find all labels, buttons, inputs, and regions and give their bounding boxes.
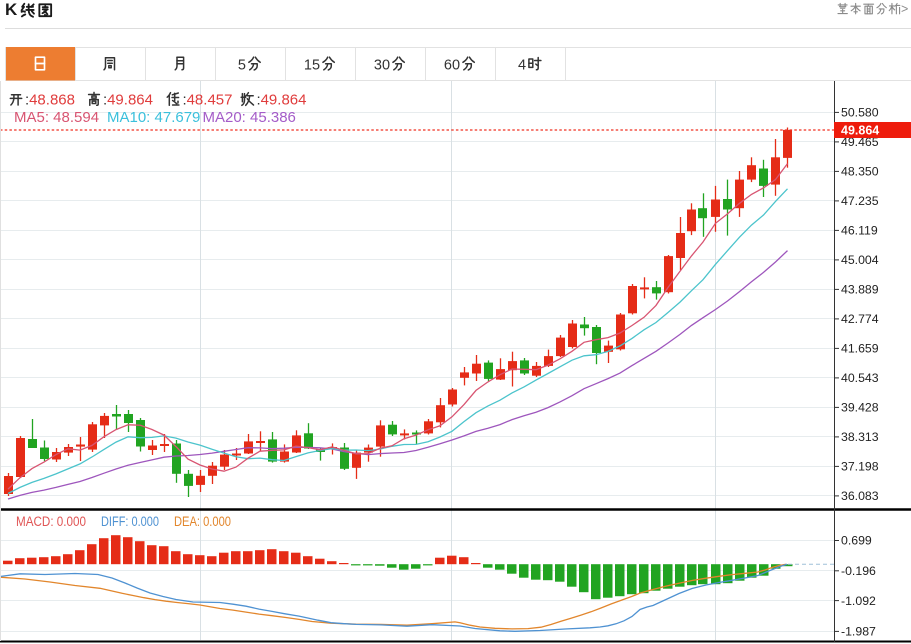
svg-text:48.350: 48.350	[841, 165, 879, 179]
svg-text:4: 4	[518, 58, 526, 74]
svg-text:50.580: 50.580	[841, 106, 879, 120]
svg-text:K: K	[5, 0, 18, 19]
svg-text:38.313: 38.313	[841, 430, 879, 444]
svg-text:49.465: 49.465	[841, 135, 879, 149]
svg-text:37.198: 37.198	[841, 460, 879, 474]
svg-text:36.083: 36.083	[841, 489, 879, 503]
svg-text:DIFF: 0.000: DIFF: 0.000	[101, 514, 159, 529]
svg-text:40.543: 40.543	[841, 371, 879, 385]
svg-text:47.235: 47.235	[841, 194, 879, 208]
svg-text:48.868: 48.868	[29, 91, 75, 108]
svg-text:MA10: 47.679: MA10: 47.679	[107, 109, 200, 126]
svg-text:-1.092: -1.092	[841, 594, 876, 608]
svg-text:48.457: 48.457	[187, 91, 233, 108]
svg-text:39.428: 39.428	[841, 401, 879, 415]
svg-text::: :	[183, 91, 187, 108]
svg-text:MA5: 48.594: MA5: 48.594	[14, 109, 99, 126]
svg-text:43.889: 43.889	[841, 283, 879, 297]
svg-text:DEA: 0.000: DEA: 0.000	[174, 514, 231, 529]
svg-text:49.864: 49.864	[841, 124, 879, 138]
svg-text:46.119: 46.119	[841, 224, 878, 238]
svg-text::: :	[257, 91, 261, 108]
svg-text:0.699: 0.699	[841, 534, 872, 548]
svg-text:>: >	[901, 2, 908, 16]
svg-text:49.864: 49.864	[107, 91, 153, 108]
svg-text:30: 30	[374, 58, 390, 74]
svg-text:45.004: 45.004	[841, 253, 879, 267]
svg-text:5: 5	[238, 58, 246, 74]
svg-text:-0.196: -0.196	[841, 564, 876, 578]
svg-text:MACD: 0.000: MACD: 0.000	[16, 514, 86, 529]
svg-text:42.774: 42.774	[841, 312, 879, 326]
svg-text:15: 15	[304, 58, 320, 74]
svg-text:41.659: 41.659	[841, 342, 879, 356]
svg-text:-1.987: -1.987	[841, 625, 876, 639]
svg-text::: :	[103, 91, 107, 108]
svg-text:MA20: 45.386: MA20: 45.386	[203, 109, 296, 126]
svg-text:49.864: 49.864	[261, 91, 307, 108]
svg-text::: :	[25, 91, 29, 108]
svg-text:60: 60	[444, 58, 460, 74]
